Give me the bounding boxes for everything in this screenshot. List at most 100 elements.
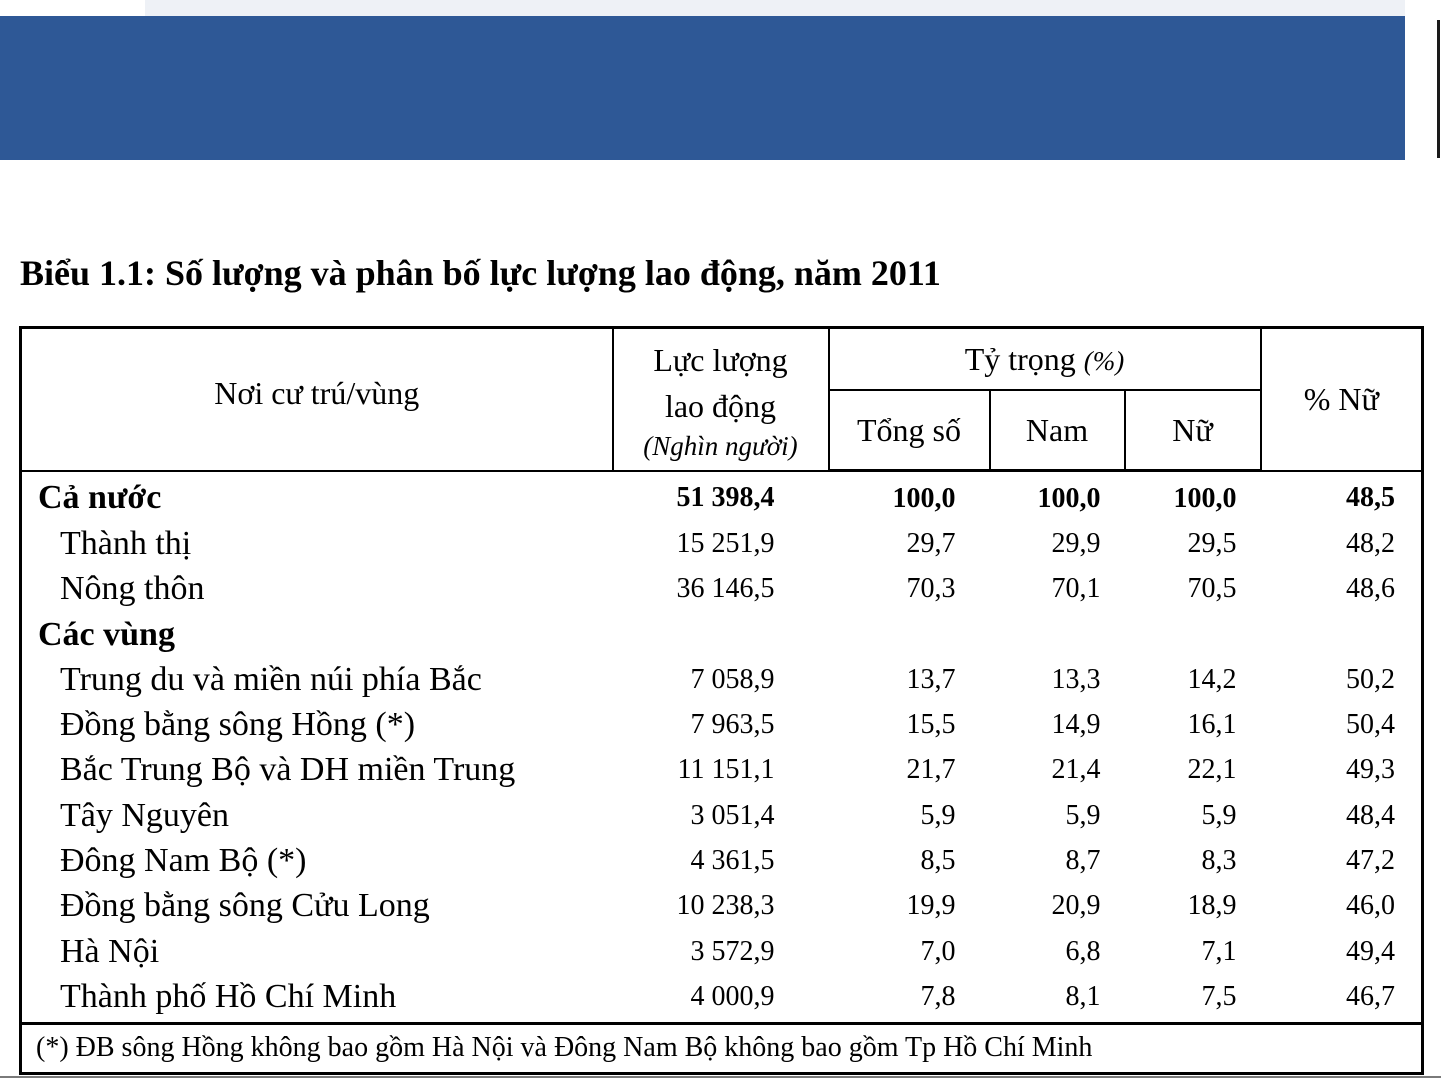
cell-region: Các vùng	[38, 615, 175, 653]
cell-female: 16,1	[1187, 709, 1237, 741]
table-row: Hà Nội 3 572,9 7,0 6,8 7,1 49,4	[21, 929, 1423, 974]
cell-pct-female: 46,0	[1346, 890, 1395, 922]
cell-total	[829, 612, 990, 657]
cell-labor	[613, 612, 829, 657]
header-labor-force-unit: (Nghìn người)	[643, 431, 798, 462]
table-body: Cả nước 51 398,4 100,0 100,0 100,0 48,5 …	[21, 471, 1423, 1024]
cell-labor: 15 251,9	[676, 527, 775, 559]
cell-male: 5,9	[1065, 799, 1101, 831]
header-banner	[0, 16, 1405, 160]
cell-region: Tây Nguyên	[60, 796, 230, 834]
cell-labor: 7 058,9	[690, 663, 775, 695]
cell-female: 22,1	[1187, 754, 1237, 786]
table-row-cac-vung: Các vùng	[21, 612, 1423, 657]
cell-total: 13,7	[906, 663, 956, 695]
cell-female: 7,1	[1201, 935, 1237, 967]
cell-pct-female: 48,5	[1346, 482, 1395, 514]
cell-region: Cả nước	[38, 479, 162, 517]
header-labor-force-line2: lao động	[664, 388, 777, 425]
table-row: Nông thôn 36 146,5 70,3 70,1 70,5 48,6	[21, 567, 1423, 612]
top-strip-light	[145, 0, 1405, 16]
cell-labor: 4 000,9	[690, 980, 775, 1012]
cell-male: 6,8	[1065, 935, 1101, 967]
cell-female: 29,5	[1187, 527, 1237, 559]
cell-labor: 4 361,5	[690, 845, 775, 877]
cell-female: 18,9	[1187, 890, 1237, 922]
cell-labor: 36 146,5	[676, 573, 775, 605]
header-share: Tỷ trọng (%)	[827, 326, 1262, 391]
cell-labor: 7 963,5	[690, 709, 775, 741]
cell-pct-female: 48,6	[1346, 573, 1395, 605]
cell-total: 8,5	[920, 845, 956, 877]
cell-total: 5,9	[920, 799, 956, 831]
cell-pct-female: 49,3	[1346, 754, 1395, 786]
cell-female: 5,9	[1201, 799, 1237, 831]
cell-male: 8,1	[1065, 980, 1101, 1012]
cell-female: 100,0	[1173, 482, 1237, 514]
header-share-unit: (%)	[1083, 345, 1125, 376]
cell-total: 15,5	[906, 709, 956, 741]
cell-male: 70,1	[1051, 573, 1101, 605]
header-female: Nữ	[1123, 389, 1262, 472]
cell-labor: 11 151,1	[677, 754, 775, 786]
cell-region: Thành phố Hồ Chí Minh	[60, 977, 397, 1015]
right-edge-border	[1437, 20, 1440, 158]
cell-pct-female: 47,2	[1346, 845, 1395, 877]
header-male: Nam	[988, 389, 1126, 472]
footnote: (*) ĐB sông Hồng không bao gồm Hà Nội và…	[20, 1021, 1423, 1074]
cell-labor: 51 398,4	[676, 482, 775, 514]
cell-total: 29,7	[906, 527, 956, 559]
cell-pct-female: 49,4	[1346, 935, 1395, 967]
cell-male: 100,0	[1037, 482, 1101, 514]
cell-pct-female: 50,2	[1346, 663, 1395, 695]
header-labor-force: Lực lượng lao động (Nghìn người)	[611, 326, 830, 472]
cell-female: 7,5	[1201, 980, 1237, 1012]
header-share-label: Tỷ trọng	[964, 340, 1076, 377]
header-region: Nơi cư trú/vùng	[19, 326, 614, 472]
cell-pct-female: 50,4	[1346, 709, 1395, 741]
cell-total: 100,0	[892, 482, 956, 514]
header-pct-female: % Nữ	[1259, 326, 1424, 472]
table-row: Trung du và miền núi phía Bắc 7 058,9 13…	[21, 657, 1423, 702]
cell-labor: 3 051,4	[690, 799, 775, 831]
table-row: Đồng bằng sông Cửu Long 10 238,3 19,9 20…	[21, 884, 1423, 929]
cell-total: 19,9	[906, 890, 956, 922]
cell-region: Đông Nam Bộ (*)	[60, 842, 307, 880]
cell-labor: 3 572,9	[690, 935, 775, 967]
cell-labor: 10 238,3	[676, 890, 775, 922]
cell-male: 14,9	[1051, 709, 1101, 741]
cell-region: Đồng bằng sông Hồng (*)	[60, 706, 416, 744]
table-row: Thành thị 15 251,9 29,7 29,9 29,5 48,2	[21, 521, 1423, 566]
top-strip	[0, 0, 1441, 16]
table-title: Biểu 1.1: Số lượng và phân bố lực lượng …	[20, 253, 941, 293]
cell-pct-female: 48,4	[1346, 799, 1395, 831]
table-row: Thành phố Hồ Chí Minh 4 000,9 7,8 8,1 7,…	[21, 974, 1423, 1023]
cell-female	[1125, 612, 1261, 657]
cell-male: 21,4	[1051, 754, 1101, 786]
cell-pct-female	[1261, 612, 1423, 657]
table-row: Tây Nguyên 3 051,4 5,9 5,9 5,9 48,4	[21, 793, 1423, 838]
table-row: Đồng bằng sông Hồng (*) 7 963,5 15,5 14,…	[21, 702, 1423, 747]
cell-region: Hà Nội	[60, 932, 160, 970]
cell-total: 21,7	[906, 754, 956, 786]
labor-force-table: Nơi cư trú/vùng Lực lượng lao động (Nghì…	[19, 326, 1424, 1075]
cell-pct-female: 46,7	[1346, 980, 1395, 1012]
bottom-rule	[0, 1076, 1441, 1078]
header-labor-force-line1: Lực lượng	[653, 342, 788, 379]
cell-region: Nông thôn	[60, 570, 205, 608]
cell-male: 20,9	[1051, 890, 1101, 922]
cell-region: Bắc Trung Bộ và DH miền Trung	[60, 751, 516, 789]
cell-male: 8,7	[1065, 845, 1101, 877]
cell-female: 70,5	[1187, 573, 1237, 605]
table-footer: (*) ĐB sông Hồng không bao gồm Hà Nội và…	[20, 1021, 1423, 1074]
cell-male: 29,9	[1051, 527, 1101, 559]
table-row: Đông Nam Bộ (*) 4 361,5 8,5 8,7 8,3 47,2	[21, 838, 1423, 883]
cell-male	[990, 612, 1125, 657]
cell-total: 70,3	[906, 573, 956, 605]
cell-region: Trung du và miền núi phía Bắc	[60, 660, 482, 698]
cell-region: Đồng bằng sông Cửu Long	[60, 887, 430, 925]
table-row-ca-nuoc: Cả nước 51 398,4 100,0 100,0 100,0 48,5	[21, 471, 1423, 522]
cell-female: 8,3	[1201, 845, 1237, 877]
table-header: Nơi cư trú/vùng Lực lượng lao động (Nghì…	[19, 326, 1424, 472]
table-row: Bắc Trung Bộ và DH miền Trung 11 151,1 2…	[21, 748, 1423, 793]
